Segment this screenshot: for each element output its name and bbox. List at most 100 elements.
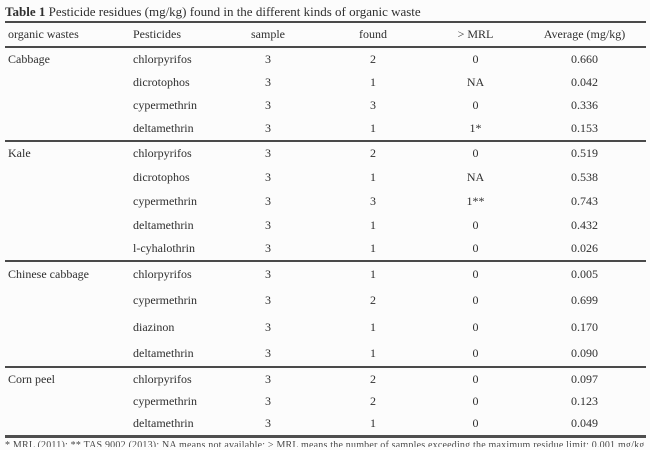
mrl-cell: NA [466,169,485,184]
pesticide-cell: l-cyhalothrin [133,241,195,255]
average-cell: 0.336 [571,98,598,113]
waste-cell: Corn peel [8,371,55,386]
sample-cell: 3 [265,146,271,160]
waste-cell [5,341,133,368]
mrl-cell: 0 [472,345,479,360]
found-cell: 1 [370,169,376,184]
pesticide-cell: chlorpyrifos [133,146,192,160]
table-header-row: organic wastes Pesticides sample found >… [5,21,646,48]
column-header-pesticides: Pesticides [133,21,218,48]
pesticide-cell: diazinon [133,319,175,334]
average-cell: 0.123 [571,394,598,408]
found-cell: 3 [370,98,376,113]
mrl-cell: 0 [472,217,479,232]
average-cell: 0.743 [571,193,598,208]
waste-cell: Kale [8,146,31,160]
table-row: cypermethrin 3 3 1** 0.743 [5,189,646,213]
found-cell: 2 [370,51,376,66]
mrl-cell: NA [466,74,485,89]
pesticide-cell: cypermethrin [133,98,197,113]
waste-group: Chinese cabbage chlorpyrifos 3 1 0 0.005… [5,261,646,367]
table-caption: Table 1 Pesticide residues (mg/kg) found… [0,0,650,21]
sample-cell: 3 [265,371,271,386]
pesticide-cell: dicrotophos [133,74,190,89]
waste-group: Corn peel chlorpyrifos 3 2 0 0.097 cyper… [5,367,646,436]
waste-cell [5,213,133,237]
average-cell: 0.432 [571,217,598,232]
average-cell: 0.042 [571,74,598,89]
pesticide-cell: deltamethrin [133,345,194,360]
average-cell: 0.090 [571,345,598,360]
found-cell: 2 [370,394,376,408]
table-row: cypermethrin 3 3 0 0.336 [5,94,646,118]
waste-cell [5,71,133,95]
table-row: deltamethrin 3 1 0 0.432 [5,213,646,237]
found-cell: 2 [370,371,376,386]
average-cell: 0.026 [571,241,598,255]
found-cell: 1 [370,345,376,360]
pesticide-cell: dicrotophos [133,169,190,184]
pesticide-cell: cypermethrin [133,394,197,408]
found-cell: 2 [370,293,376,308]
mrl-cell: 0 [472,319,479,334]
sample-cell: 3 [265,98,271,113]
mrl-cell: 0 [472,51,479,66]
sample-cell: 3 [265,394,271,408]
waste-cell: Cabbage [8,51,50,66]
table-row: diazinon 3 1 0 0.170 [5,314,646,341]
sample-cell: 3 [265,319,271,334]
table-row: deltamethrin 3 1 1* 0.153 [5,118,646,142]
waste-cell [5,390,133,413]
average-cell: 0.519 [571,146,598,160]
mrl-cell: 0 [472,416,479,431]
mrl-cell: 0 [472,98,479,113]
table-row: Cabbage chlorpyrifos 3 2 0 0.660 [5,47,646,71]
average-cell: 0.170 [571,319,598,334]
found-cell: 1 [370,121,376,136]
sample-cell: 3 [265,416,271,431]
mrl-cell: 0 [472,146,479,160]
table-row: cypermethrin 3 2 0 0.699 [5,288,646,315]
sample-cell: 3 [265,267,271,282]
mrl-cell: 0 [472,267,479,282]
table-row: l-cyhalothrin 3 1 0 0.026 [5,237,646,261]
column-header-mrl: > MRL [428,21,523,48]
found-cell: 1 [370,74,376,89]
table-caption-text: Pesticide residues (mg/kg) found in the … [48,4,421,19]
sample-cell: 3 [265,169,271,184]
column-header-average: Average (mg/kg) [523,21,646,48]
table-row: Chinese cabbage chlorpyrifos 3 1 0 0.005 [5,261,646,288]
pesticide-residues-table: organic wastes Pesticides sample found >… [5,21,646,438]
sample-cell: 3 [265,193,271,208]
waste-cell [5,189,133,213]
sample-cell: 3 [265,51,271,66]
table-row: deltamethrin 3 1 0 0.090 [5,341,646,368]
mrl-cell: 0 [472,293,479,308]
pesticide-cell: chlorpyrifos [133,267,192,282]
pesticide-cell: chlorpyrifos [133,51,192,66]
sample-cell: 3 [265,293,271,308]
found-cell: 2 [370,146,376,160]
average-cell: 0.660 [571,51,598,66]
average-cell: 0.097 [571,371,598,386]
waste-cell [5,314,133,341]
mrl-cell: 0 [472,241,479,255]
table-row: Kale chlorpyrifos 3 2 0 0.519 [5,141,646,165]
waste-cell [5,165,133,189]
column-header-sample: sample [218,21,318,48]
found-cell: 1 [370,267,376,282]
column-header-found: found [318,21,428,48]
sample-cell: 3 [265,241,271,255]
waste-cell: Chinese cabbage [8,267,89,282]
pesticide-cell: deltamethrin [133,416,194,431]
table-row: deltamethrin 3 1 0 0.049 [5,413,646,436]
table-row: dicrotophos 3 1 NA 0.042 [5,71,646,95]
waste-cell [5,94,133,118]
table-row: dicrotophos 3 1 NA 0.538 [5,165,646,189]
pesticide-cell: cypermethrin [133,293,197,308]
waste-cell [5,288,133,315]
waste-group: Kale chlorpyrifos 3 2 0 0.519 dicrotopho… [5,141,646,261]
sample-cell: 3 [265,217,271,232]
mrl-cell: 0 [472,394,479,408]
pesticide-cell: cypermethrin [133,193,197,208]
